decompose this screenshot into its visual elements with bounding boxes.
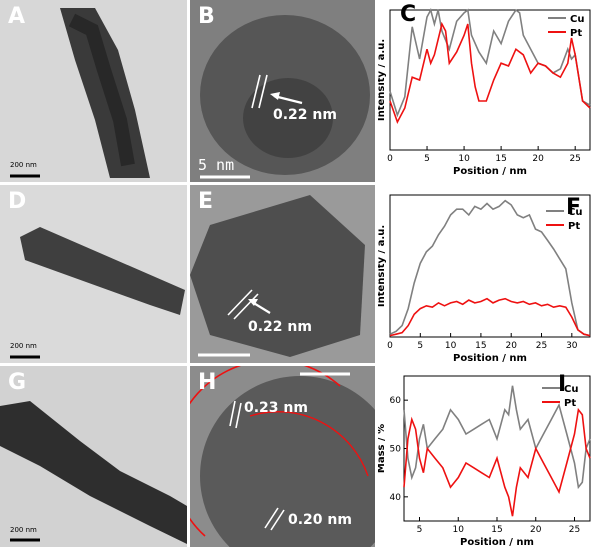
tem-image-g: G 200 nm [0,366,187,547]
legend-label-pt: Pt [570,28,582,39]
chart-c-svg: 0 5 10 15 20 25 Position / nm Intensity / a.u. C… [376,7,591,177]
x-tick-label: 30 [566,341,578,351]
chart-i-svg: 5 10 15 20 25 40 50 60 Position / nm Mass / % Cu Pt [376,375,591,548]
nanoparticle-h [190,366,375,547]
panel-letter-c: C [400,2,417,27]
scale-label-d: 200 nm [10,342,37,350]
lattice-spacing-e: 0.22 nm [248,319,312,335]
x-tick-label: 15 [495,154,506,164]
panel-letter-d: D [8,189,27,214]
plot-frame [403,375,591,522]
hrtem-image-e: E 0.22 nm [190,185,375,363]
x-axis-label: Position / nm [453,353,527,363]
lattice-spacing-h1: 0.23 nm [244,400,308,416]
x-tick-label: 25 [536,341,547,351]
nanotube-d [10,227,185,359]
x-tick-label: 20 [530,525,542,535]
x-tick-label: 5 [417,525,423,535]
hrtem-image-h: H 0.23 nm 0.20 nm [190,366,375,547]
x-tick-label: 15 [475,341,486,351]
series-line-cu [389,7,591,118]
x-tick-label: 25 [569,154,580,164]
plot-frame [389,194,591,338]
tem-image-a: A 200 nm [0,0,187,182]
nanoparticle-e [190,195,365,357]
x-tick-label: 20 [505,341,517,351]
panel-letter-e: E [198,189,214,214]
x-tick-label: 10 [458,154,470,164]
series-line-pt [389,21,591,124]
plot-frame [389,9,591,151]
panel-letter-b: B [198,4,215,29]
legend-label-cu: Cu [568,207,582,218]
x-tick-label: 25 [569,525,580,535]
x-tick-label: 10 [453,525,465,535]
x-tick-label: 5 [417,341,423,351]
legend-label-pt: Pt [568,221,580,232]
chart-f-svg: 0 5 10 15 20 25 30 Position / nm Intensity / a.u… [376,194,591,364]
x-tick-label: 15 [491,525,502,535]
scale-label-a: 200 nm [10,161,37,169]
scale-label-g: 200 nm [10,526,37,534]
y-tick-label: 50 [390,445,402,455]
nanotube-a [10,8,150,178]
panel-letter-a: A [8,4,26,29]
x-tick-label: 5 [424,154,430,164]
lattice-spacing-b: 0.22 nm [273,107,337,123]
panel-letter-f: F [566,195,582,220]
y-tick-label: 40 [390,493,402,503]
y-axis-label: Mass / % [378,424,387,473]
tem-image-d: D 200 nm [0,185,187,363]
y-tick-label: 60 [390,396,402,406]
legend-label-cu: Cu [564,384,578,395]
panel-letter-h: H [198,370,217,395]
hrtem-image-b: B 0.22 nm 5 nm [190,0,375,182]
y-axis-label: Intensity / a.u. [378,225,387,307]
nanotube-g [0,401,187,544]
x-tick-label: 10 [445,341,457,351]
x-axis-label: Position / nm [453,166,527,177]
series-line-pt [389,297,591,337]
y-axis-label: Intensity / a.u. [378,39,387,121]
lattice-spacing-h2: 0.20 nm [288,512,352,528]
chart-c: C 0 5 10 15 20 25 Position / nm Intensity / a.u… [376,0,600,182]
x-tick-label: 0 [387,154,393,164]
x-tick-label: 20 [532,154,544,164]
legend-label-pt: Pt [564,398,576,409]
x-axis-label: Position / nm [460,537,534,547]
scale-label-b: 5 nm [198,156,235,174]
panel-letter-i: I [558,372,567,397]
chart-f: F 0 5 10 15 20 25 30 Position / nm Intensity / a… [376,185,600,364]
legend-label-cu: Cu [570,14,584,25]
series-line-pt [403,407,591,517]
x-tick-label: 0 [387,341,393,351]
panel-letter-g: G [8,370,27,395]
nanoparticle-b [200,15,370,179]
chart-i: I 5 10 15 20 25 40 50 60 Position / nm Mass / % Cu… [376,366,600,548]
series-line-cu [403,385,591,490]
series-line-cu [389,199,591,337]
